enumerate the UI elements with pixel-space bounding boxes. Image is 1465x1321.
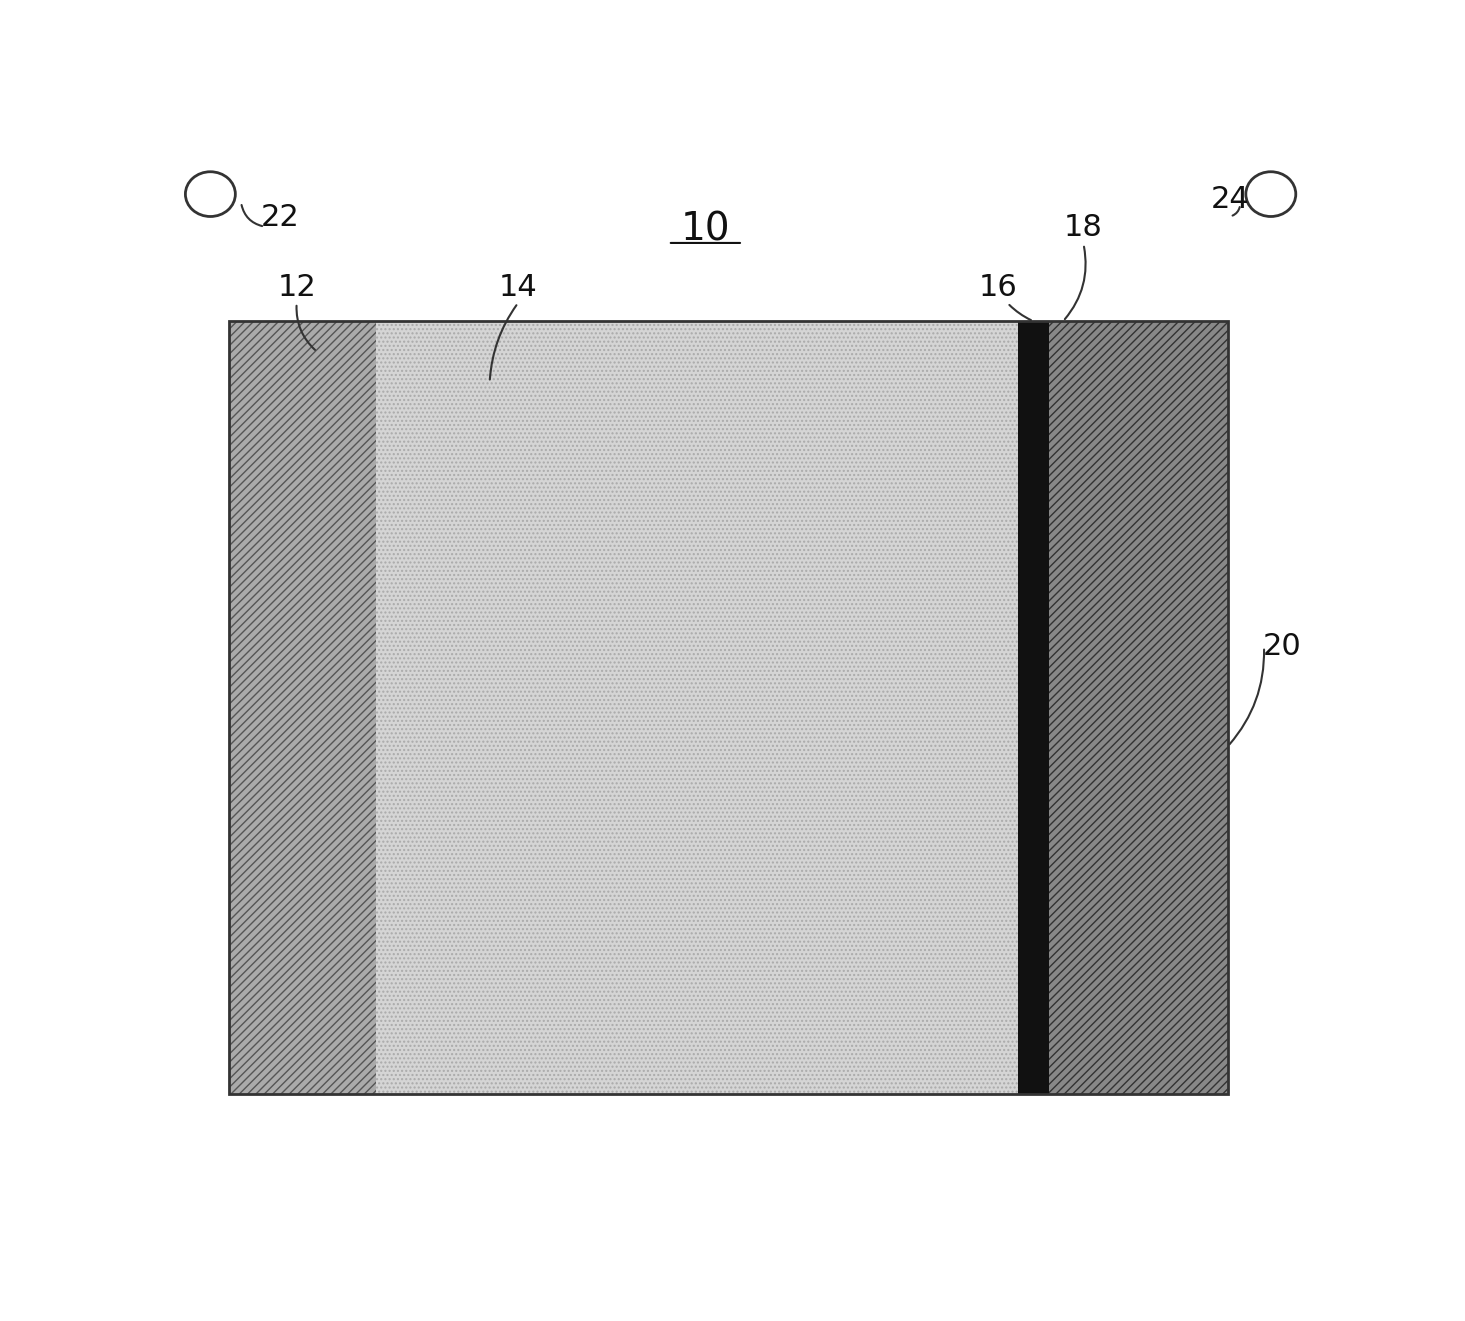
- Text: 22: 22: [261, 203, 299, 232]
- Bar: [377, 321, 1018, 1094]
- Text: 14: 14: [498, 273, 538, 303]
- Bar: [1049, 321, 1228, 1094]
- Bar: [377, 321, 1018, 1094]
- Text: 16: 16: [979, 273, 1018, 303]
- Bar: [1018, 321, 1049, 1094]
- Text: 20: 20: [1263, 633, 1301, 662]
- Text: 18: 18: [1064, 213, 1103, 242]
- Bar: [1049, 321, 1228, 1094]
- Bar: [229, 321, 1228, 1094]
- Text: 12: 12: [277, 273, 316, 303]
- Bar: [229, 321, 377, 1094]
- Text: 24: 24: [1210, 185, 1250, 214]
- Text: 10: 10: [681, 211, 730, 248]
- Bar: [229, 321, 377, 1094]
